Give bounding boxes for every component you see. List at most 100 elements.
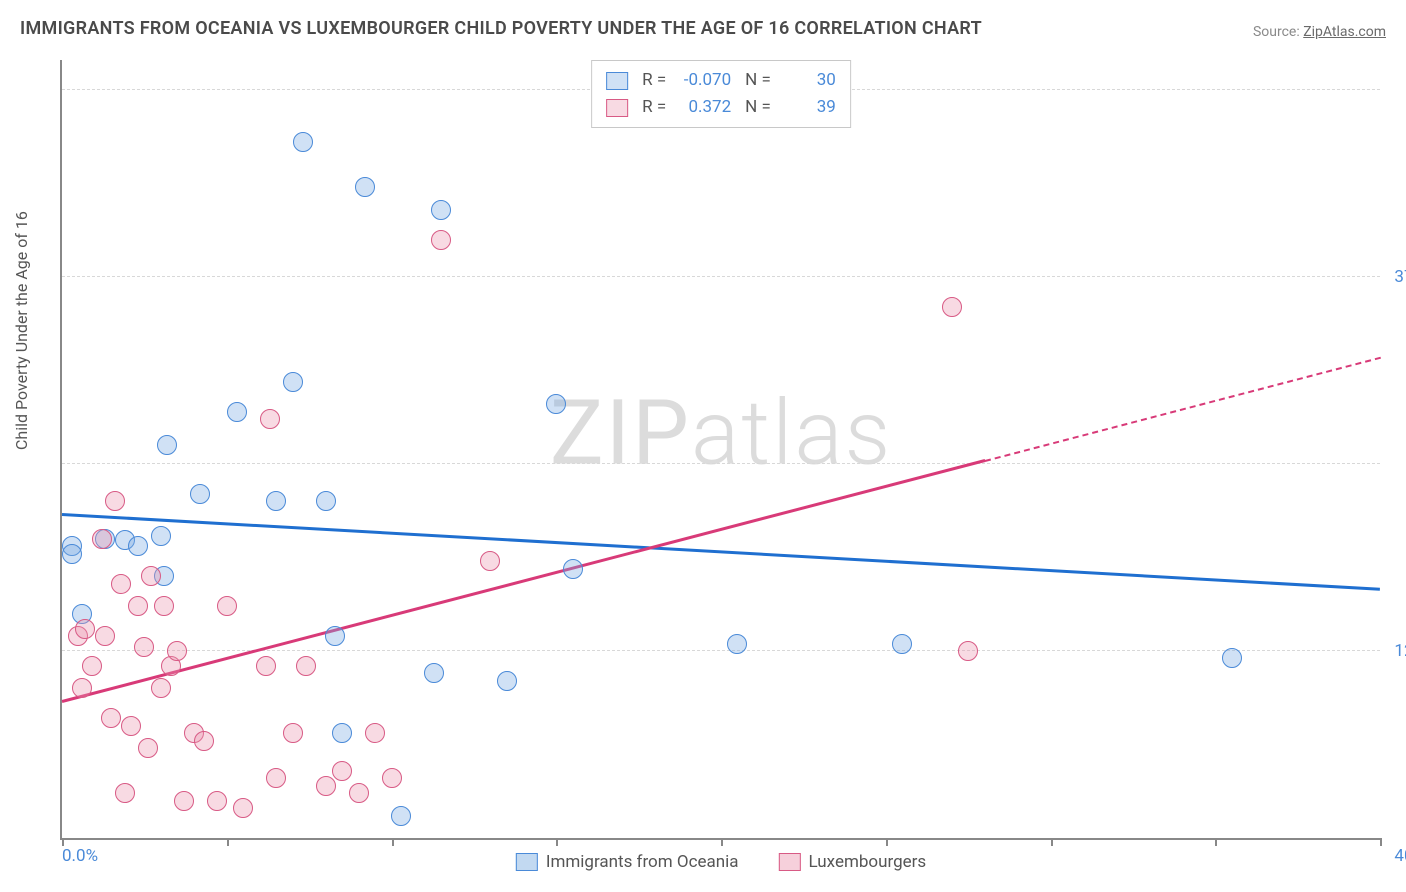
data-point <box>115 783 135 803</box>
watermark-text-b: atlas <box>691 381 892 486</box>
swatch-luxembourgers <box>779 853 801 871</box>
data-point <box>283 723 303 743</box>
data-point <box>497 671 517 691</box>
x-tick-mark <box>556 838 558 846</box>
data-point <box>942 297 962 317</box>
data-point <box>563 559 583 579</box>
chart-title: IMMIGRANTS FROM OCEANIA VS LUXEMBOURGER … <box>20 18 982 39</box>
data-point <box>134 637 154 657</box>
data-point <box>101 708 121 728</box>
data-point <box>227 402 247 422</box>
watermark-text-a: ZIP <box>550 381 691 486</box>
x-tick-label: 40.0% <box>1394 846 1406 866</box>
data-point <box>256 656 276 676</box>
data-point <box>194 731 214 751</box>
swatch-oceania <box>606 72 628 90</box>
r-label: R = <box>642 67 666 94</box>
data-point <box>293 132 313 152</box>
legend-label-luxembourgers: Luxembourgers <box>809 852 927 872</box>
y-tick-label: 37.5% <box>1394 267 1406 287</box>
data-point <box>72 678 92 698</box>
data-point <box>207 791 227 811</box>
data-point <box>266 491 286 511</box>
watermark: ZIPatlas <box>550 381 892 486</box>
data-point <box>355 177 375 197</box>
data-point <box>316 491 336 511</box>
data-point <box>138 738 158 758</box>
x-tick-mark <box>392 838 394 846</box>
legend-item-luxembourgers: Luxembourgers <box>779 852 927 872</box>
data-point <box>431 230 451 250</box>
data-point <box>128 596 148 616</box>
data-point <box>391 806 411 826</box>
data-point <box>121 716 141 736</box>
trend-line <box>62 513 1380 591</box>
data-point <box>332 761 352 781</box>
x-tick-mark <box>227 838 229 846</box>
n-value-oceania: 30 <box>781 67 836 94</box>
x-tick-mark <box>1215 838 1217 846</box>
correlation-legend: R = -0.070 N = 30 R = 0.372 N = 39 <box>591 60 851 128</box>
legend-item-oceania: Immigrants from Oceania <box>516 852 739 872</box>
y-axis-label: Child Poverty Under the Age of 16 <box>12 211 31 450</box>
r-value-luxembourgers: 0.372 <box>676 94 731 121</box>
data-point <box>382 768 402 788</box>
x-tick-mark <box>1051 838 1053 846</box>
series-legend: Immigrants from Oceania Luxembourgers <box>516 852 926 872</box>
data-point <box>480 551 500 571</box>
data-point <box>82 656 102 676</box>
data-point <box>365 723 385 743</box>
data-point <box>349 783 369 803</box>
data-point <box>190 484 210 504</box>
x-tick-mark <box>721 838 723 846</box>
data-point <box>151 678 171 698</box>
data-point <box>546 394 566 414</box>
data-point <box>727 634 747 654</box>
data-point <box>111 574 131 594</box>
x-tick-mark <box>62 838 64 846</box>
x-tick-mark <box>886 838 888 846</box>
data-point <box>167 641 187 661</box>
data-point <box>424 663 444 683</box>
gridline <box>62 276 1380 277</box>
data-point <box>892 634 912 654</box>
data-point <box>332 723 352 743</box>
data-point <box>105 491 125 511</box>
data-point <box>260 409 280 429</box>
data-point <box>62 544 82 564</box>
data-point <box>75 619 95 639</box>
scatter-plot-area: ZIPatlas R = -0.070 N = 30 R = 0.372 N =… <box>60 60 1380 840</box>
r-value-oceania: -0.070 <box>676 67 731 94</box>
n-label: N = <box>745 94 771 121</box>
source-label: Source: <box>1253 24 1303 40</box>
source-attribution: Source: ZipAtlas.com <box>1253 24 1386 40</box>
gridline <box>62 463 1380 464</box>
data-point <box>128 536 148 556</box>
x-tick-mark <box>1380 838 1382 846</box>
data-point <box>325 626 345 646</box>
n-value-luxembourgers: 39 <box>781 94 836 121</box>
y-tick-label: 12.5% <box>1394 641 1406 661</box>
data-point <box>958 641 978 661</box>
data-point <box>1222 648 1242 668</box>
data-point <box>266 768 286 788</box>
swatch-oceania <box>516 853 538 871</box>
n-label: N = <box>745 67 771 94</box>
source-link[interactable]: ZipAtlas.com <box>1303 24 1386 40</box>
data-point <box>174 791 194 811</box>
data-point <box>151 526 171 546</box>
data-point <box>431 200 451 220</box>
data-point <box>141 566 161 586</box>
data-point <box>92 529 112 549</box>
data-point <box>296 656 316 676</box>
legend-label-oceania: Immigrants from Oceania <box>546 852 739 872</box>
swatch-luxembourgers <box>606 99 628 117</box>
legend-row-luxembourgers: R = 0.372 N = 39 <box>606 94 836 121</box>
trend-line <box>984 357 1380 462</box>
legend-row-oceania: R = -0.070 N = 30 <box>606 67 836 94</box>
data-point <box>217 596 237 616</box>
data-point <box>154 596 174 616</box>
data-point <box>157 435 177 455</box>
data-point <box>95 626 115 646</box>
data-point <box>233 798 253 818</box>
